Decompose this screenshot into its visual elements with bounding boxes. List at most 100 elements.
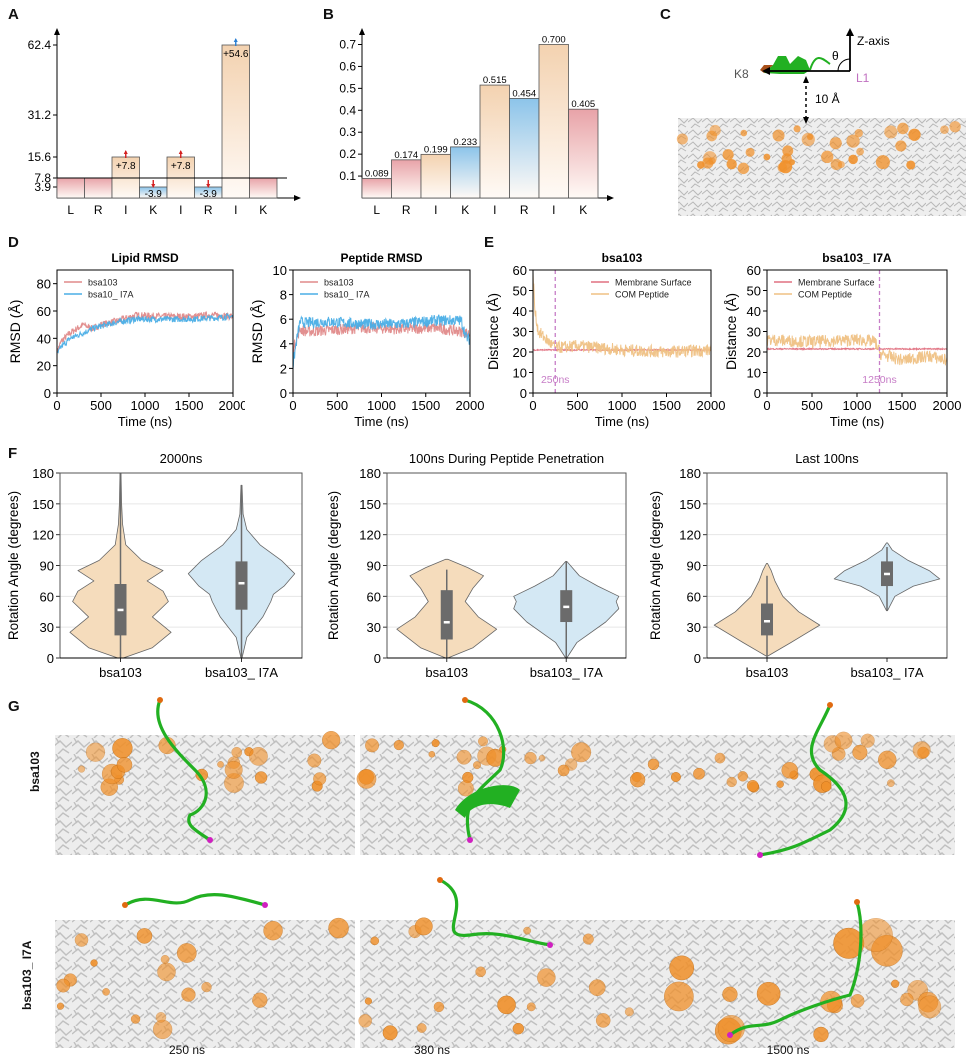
lipid-headgroup <box>473 761 482 770</box>
x-tick-label: bsa103_ I7A <box>205 665 278 680</box>
y-tick-label: 180 <box>359 466 381 481</box>
lipid-headgroup <box>582 933 594 945</box>
violin-median <box>764 620 770 623</box>
chart-title: bsa103_ I7A <box>822 251 892 265</box>
x-tick-label: 2000 <box>697 398 726 413</box>
lipid-headgroup <box>176 943 197 963</box>
lipid-headgroup <box>526 1002 536 1012</box>
lipid-headgroup <box>595 1013 611 1028</box>
lipid-headgroup <box>722 986 738 1002</box>
x-tick-label: 1500 <box>175 398 204 413</box>
membrane-snapshot <box>360 920 660 1048</box>
y-tick-label: 30 <box>513 325 527 340</box>
lipid-headgroup <box>512 1022 525 1035</box>
series-line-0 <box>56 310 234 356</box>
y-tick-label: 30 <box>40 620 54 635</box>
lipid-headgroup <box>726 776 737 788</box>
bar-annotation: +7.8 <box>116 161 136 172</box>
lipid-headgroup <box>763 153 771 161</box>
lipid-headgroup <box>74 933 89 947</box>
peptide-terminus <box>122 902 128 908</box>
series-line-0 <box>292 321 471 355</box>
lipid-headgroup <box>557 764 570 777</box>
peptide-terminus <box>207 837 213 843</box>
legend-label: bsa103 <box>324 278 354 288</box>
x-tick-label: 500 <box>326 398 348 413</box>
panel-g-snapshots <box>55 697 955 1048</box>
x-tick-label: I <box>124 203 127 217</box>
y-tick-label: 150 <box>359 497 381 512</box>
y-tick-label: 0.5 <box>339 81 356 95</box>
lipid-headgroup <box>918 995 942 1019</box>
lipid-headgroup <box>737 162 750 175</box>
lipid-headgroup <box>231 746 243 758</box>
x-tick-label: bsa103 <box>425 665 468 680</box>
x-tick-label: I <box>493 203 496 217</box>
lipid-headgroup <box>497 995 516 1015</box>
lipid-headgroup <box>624 1007 634 1017</box>
x-axis-label: Time (ns) <box>118 414 172 429</box>
lipid-headgroup <box>897 122 909 135</box>
lipid-headgroup <box>813 1026 829 1043</box>
lipid-headgroup <box>949 121 961 133</box>
x-tick-label: 2000 <box>219 398 245 413</box>
y-tick-label: 150 <box>32 497 54 512</box>
y-tick-label: 0.3 <box>339 125 356 139</box>
y-tick-label: 0.2 <box>339 147 356 161</box>
lipid-headgroup <box>830 158 843 171</box>
y-axis-label: Rotation Angle (degrees) <box>326 491 341 640</box>
peptide-terminus <box>757 852 763 858</box>
lipid-headgroup <box>706 130 718 142</box>
y-tick-label: 0.7 <box>339 38 356 52</box>
y-tick-label: 4 <box>280 337 287 352</box>
lipid-headgroup <box>90 959 98 967</box>
bar-value-label: 0.199 <box>424 144 448 155</box>
lipid-headgroups <box>676 121 961 175</box>
chart-a-hydrophobicity: 3.97.8 15.6 31.2 62.4 L R +7.8 I -3.9 K +7.8 I -3.9 R… <box>28 28 301 217</box>
lipid-headgroup <box>856 147 864 156</box>
lipid-headgroup <box>322 731 341 750</box>
x-tick-label: 0 <box>289 398 296 413</box>
lipid-headgroup <box>746 779 759 792</box>
lipid-headgroup <box>745 147 755 157</box>
y-tick-label: 0 <box>520 386 527 401</box>
x-tick-label: I <box>552 203 555 217</box>
x-tick-label: 0 <box>763 398 770 413</box>
violin-iqr-box <box>761 603 773 636</box>
y-axis-label: Distance (Å) <box>485 293 501 370</box>
violin-median <box>563 605 570 609</box>
lipid-headgroup <box>850 994 865 1008</box>
bar-value-label: 0.515 <box>483 75 507 86</box>
lipid-headgroup <box>537 968 556 987</box>
lipid-headgroup <box>328 917 349 939</box>
peptide-terminus <box>547 942 553 948</box>
membrane-slab <box>678 118 966 216</box>
x-tick-label: K <box>579 203 587 217</box>
lipid-headgroup <box>538 754 546 762</box>
lipid-headgroup <box>356 769 377 789</box>
y-tick-label: 150 <box>679 497 701 512</box>
lipid-headgroup <box>313 772 327 786</box>
y-tick-label: 120 <box>679 528 701 543</box>
x-tick-label: 0 <box>529 398 536 413</box>
plot-frame <box>766 269 948 394</box>
y-axis-arrowhead <box>359 28 365 35</box>
bar-value-label: 0.233 <box>453 137 477 148</box>
bar <box>249 177 278 199</box>
lipid-headgroup <box>776 780 784 788</box>
lipid-headgroup <box>181 987 196 1002</box>
distance-arrowhead-top <box>803 76 809 83</box>
bar-value-label: 0.454 <box>512 88 536 99</box>
panel-letter-e: E <box>484 234 495 251</box>
x-tick-label: K <box>259 203 267 217</box>
lipid-headgroup <box>524 751 537 765</box>
panel-letter-f: F <box>8 445 18 462</box>
y-tick-label: 30 <box>747 325 761 340</box>
lipid-headgroup <box>900 992 914 1007</box>
lipid-headgroup <box>908 128 921 141</box>
chart-f-violin-2000ns: 2000ns 0 30 60 90 120 150 180 bsa103 bsa103_ I7A R… <box>6 451 303 680</box>
y-tick-label: 10 <box>747 366 761 381</box>
bar <box>56 177 85 199</box>
chart-d-lipid-rmsd: Lipid RMSD 0 20 40 60 80 0 500 1000 1500 2000 Time … <box>7 251 245 429</box>
y-tick-label: 7.8 <box>34 171 51 185</box>
